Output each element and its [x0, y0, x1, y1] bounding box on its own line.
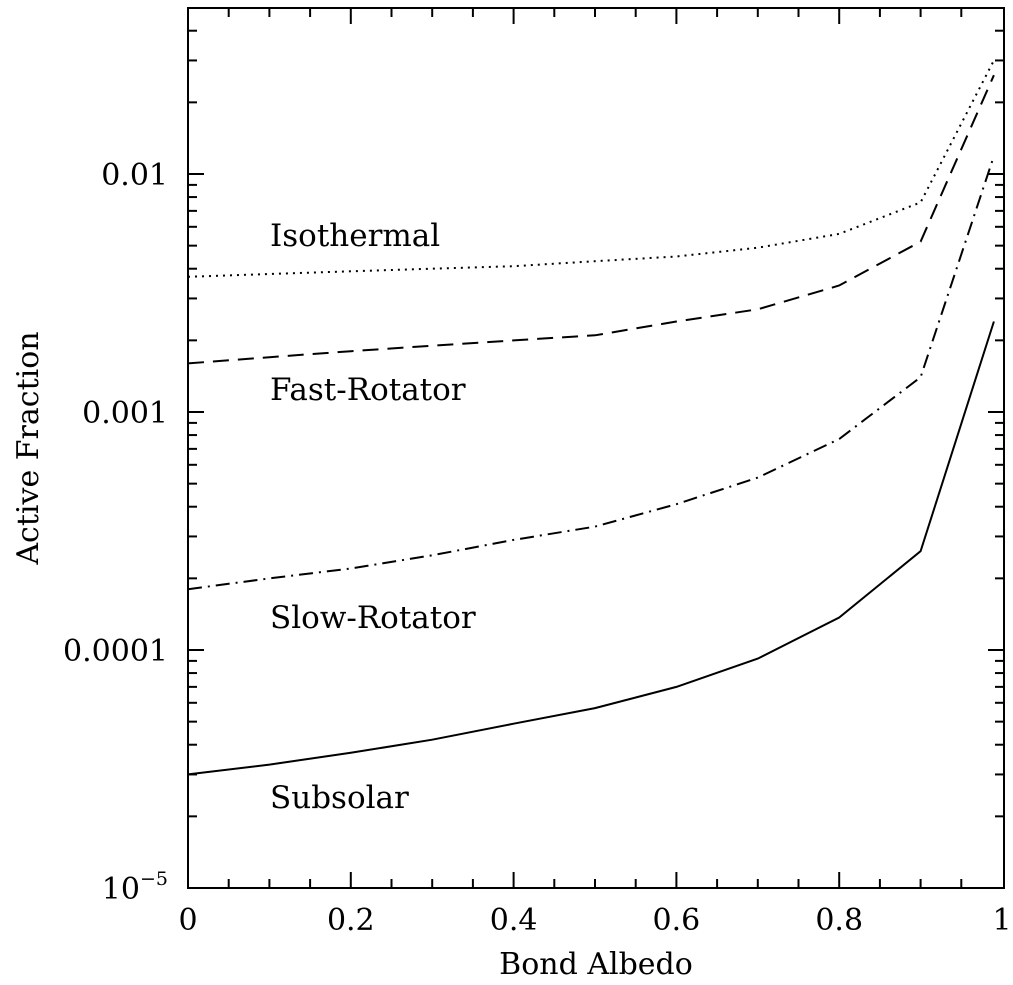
x-tick-label: 0.4 [490, 903, 538, 938]
y-tick-label: 10−5 [102, 868, 168, 907]
x-tick-label: 1 [992, 903, 1011, 938]
y-tick-label-base: 0.001 [82, 396, 168, 431]
plot-frame [187, 7, 1005, 889]
series-layer [187, 59, 995, 776]
y-tick-label: 0.01 [101, 158, 168, 193]
y-tick-label-exponent: −5 [140, 868, 168, 890]
series-line-subsolar [187, 321, 995, 776]
x-tick-label: 0 [178, 903, 197, 938]
x-tick-label: 0.2 [327, 903, 375, 938]
y-tick-label: 0.001 [82, 396, 168, 431]
series-label: Subsolar [270, 780, 409, 816]
labels-layer: 0 0.2 0.4 0.6 0.8 1 10−5 0.0001 0.001 0.01 Isother… [63, 158, 1012, 938]
y-axis-label: Active Fraction [11, 331, 46, 565]
y-tick-label-base: 0.0001 [63, 634, 168, 669]
y-tick-label-base: 10 [102, 872, 140, 907]
series-label: Isothermal [270, 218, 440, 254]
series-label: Fast-Rotator [270, 372, 466, 408]
y-tick-label: 0.0001 [63, 634, 168, 669]
x-tick-label: 0.8 [815, 903, 863, 938]
series-line-isothermal [187, 59, 995, 278]
x-tick-label: 0.6 [653, 903, 701, 938]
x-axis-label: Bond Albedo [499, 947, 693, 982]
ticks-layer [188, 8, 1004, 889]
series-line-slow-rotator [187, 155, 995, 591]
y-tick-label-base: 0.01 [101, 158, 168, 193]
series-label: Slow-Rotator [270, 600, 476, 636]
series-line-fast-rotator [187, 74, 995, 365]
